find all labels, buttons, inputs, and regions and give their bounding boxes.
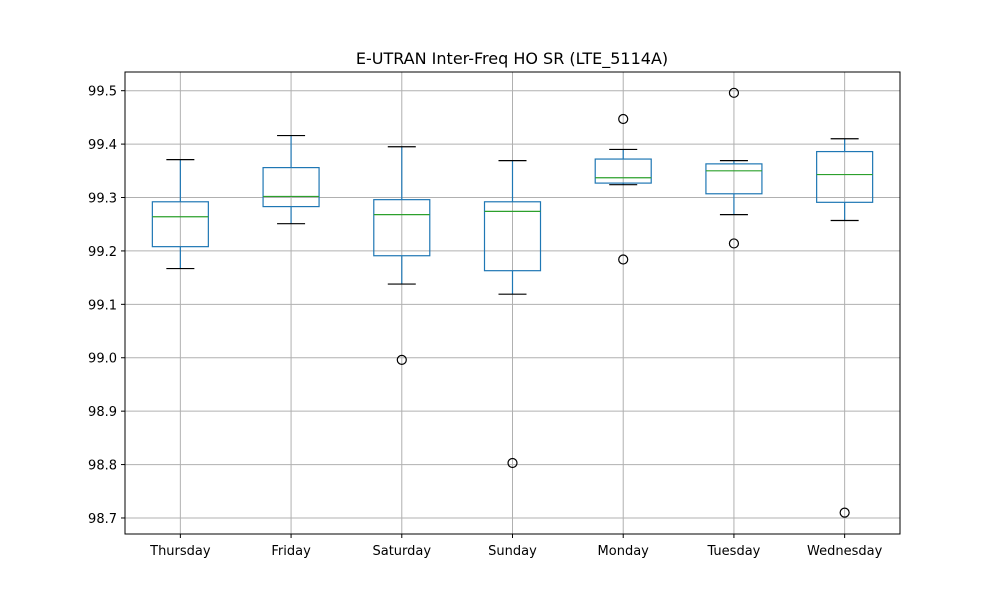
box-group-friday [262,134,320,225]
x-tick-label: Wednesday [807,544,883,559]
box-group-monday [594,113,652,265]
outlier-point [618,254,629,265]
x-tick-label: Saturday [372,544,431,559]
grid-layer [125,72,900,534]
y-tick-label: 99.3 [88,192,117,207]
iqr-box [594,158,652,184]
outlier-point [728,87,740,98]
outlier-point [728,238,740,249]
x-tick-label: Monday [598,544,650,559]
x-axis: Thursday Friday Saturday Sunday Monday Tuesda… [149,534,883,559]
chart-title: E-UTRAN Inter-Freq HO SR (LTE_5114A) [356,49,668,69]
y-tick-label: 98.9 [88,405,117,420]
y-axis: 98.7 98.8 98.9 99.0 99.1 99.2 99.3 99.4 99.5 [88,85,125,527]
y-tick-label: 99.0 [88,352,117,367]
box-group-thursday [151,158,209,270]
outlier-point [507,457,518,469]
box-group-tuesday [705,87,763,249]
x-tick-label: Sunday [488,544,537,559]
x-tick-label: Friday [271,544,311,559]
outlier-point [396,354,407,365]
y-tick-label: 99.1 [88,298,117,313]
x-tick-label: Thursday [149,544,211,559]
iqr-box [151,201,209,248]
iqr-box [262,167,320,208]
y-tick-label: 99.5 [88,85,117,100]
y-tick-label: 98.7 [88,512,117,527]
iqr-box [705,163,763,195]
iqr-box [483,201,542,272]
x-tick-label: Tuesday [706,544,760,559]
box-group-sunday [483,160,542,469]
plot-layer [151,87,874,518]
y-tick-label: 99.2 [88,245,117,260]
box-group-saturday [373,146,431,365]
outlier-point [618,113,629,125]
iqr-box [373,199,431,257]
iqr-box [816,150,874,203]
y-tick-label: 98.8 [88,459,117,474]
outlier-point [839,507,850,518]
y-tick-label: 99.4 [88,138,117,153]
box-group-wednesday [816,138,874,518]
